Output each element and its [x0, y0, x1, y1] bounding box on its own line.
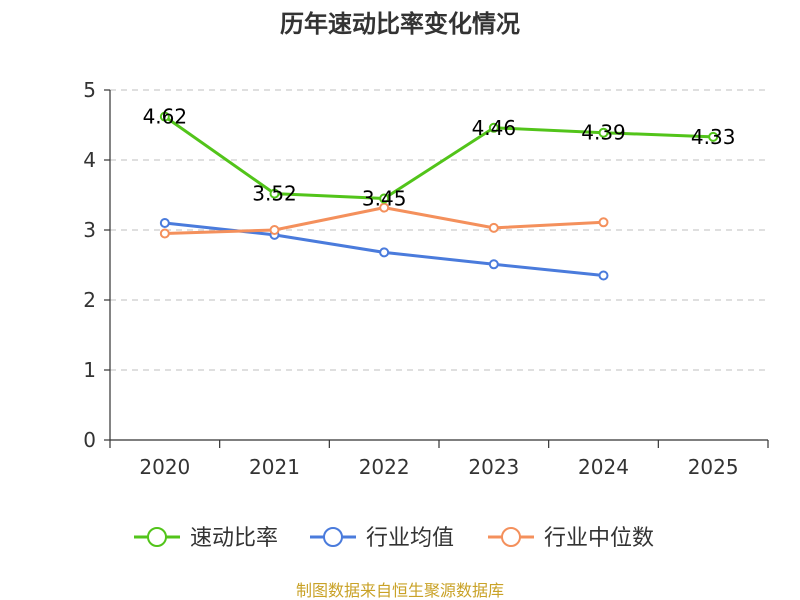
data-point [379, 193, 390, 204]
y-tick-label: 0 [83, 428, 96, 452]
legend-swatch-marker [323, 527, 343, 547]
data-label: 4.62 [143, 105, 188, 129]
legend: 速动比率 行业均值 行业中位数 [134, 526, 654, 551]
x-tick-label: 2021 [249, 455, 300, 479]
data-label: 4.33 [691, 125, 736, 149]
data-label: 3.45 [362, 187, 407, 211]
data-point [379, 247, 390, 258]
x-tick-label: 2024 [578, 455, 629, 479]
x-tick-label: 2022 [359, 455, 410, 479]
data-point [598, 217, 609, 228]
axes: 0 1 2 3 4 5 2020 2021 2022 2023 2024 2025 [83, 78, 769, 479]
data-point [159, 111, 170, 122]
data-point [159, 228, 170, 239]
data-point [488, 259, 499, 270]
grid [110, 89, 768, 371]
data-point [269, 188, 280, 199]
y-tick-label: 5 [83, 78, 96, 102]
legend-swatch-marker [147, 527, 167, 547]
series-group [159, 111, 719, 281]
x-tick-label: 2023 [468, 455, 519, 479]
data-label: 4.39 [581, 121, 626, 145]
legend-label: 行业中位数 [544, 526, 654, 551]
data-point [598, 270, 609, 281]
data-point [598, 127, 609, 138]
y-tick-label: 1 [83, 358, 96, 382]
source-note: 制图数据来自恒生聚源数据库 [296, 581, 504, 600]
x-tick-label: 2025 [688, 455, 739, 479]
data-labels: 4.62 3.52 3.45 4.46 4.39 4.33 [143, 105, 736, 211]
y-tick-label: 3 [83, 218, 96, 242]
data-point [159, 218, 170, 228]
data-point [269, 225, 280, 235]
series-line [163, 115, 714, 200]
data-point [708, 131, 719, 142]
y-tick-label: 2 [83, 288, 96, 312]
data-label: 4.46 [472, 116, 517, 140]
legend-label: 速动比率 [190, 526, 278, 551]
legend-label: 行业均值 [366, 526, 454, 551]
legend-swatch-marker [501, 527, 521, 547]
y-tick-label: 4 [83, 148, 96, 172]
data-point [488, 122, 499, 133]
x-tick-label: 2020 [139, 455, 190, 479]
data-point [488, 222, 499, 233]
data-point [379, 202, 390, 213]
data-label: 3.52 [252, 182, 297, 206]
chart-title: 历年速动比率变化情况 [280, 10, 520, 38]
